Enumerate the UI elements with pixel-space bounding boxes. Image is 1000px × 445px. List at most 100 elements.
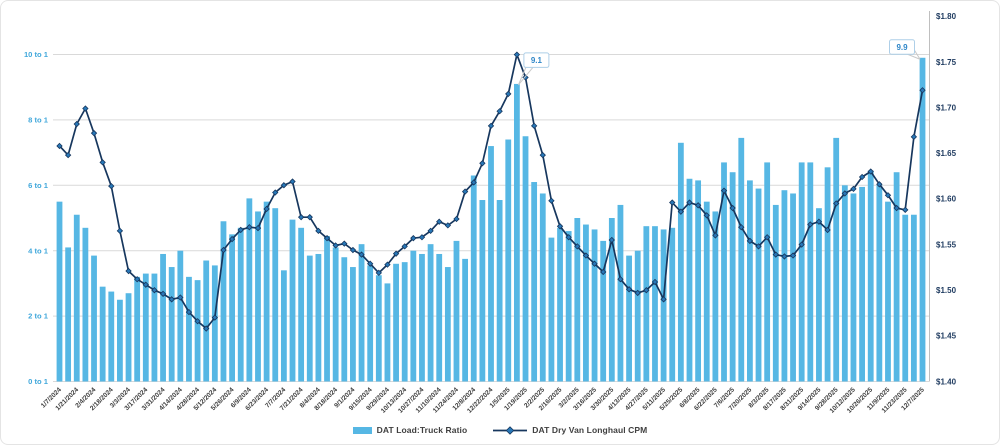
cpm-marker: [418, 234, 426, 241]
cpm-marker: [643, 287, 650, 294]
ratio-bar: [876, 185, 883, 382]
cpm-marker: [867, 168, 874, 175]
left-axis-labels: 0 to 1 2 to 1 4 to 1 6 to 1 8 to 1 10 to 1: [24, 50, 49, 386]
ratio-bar: [358, 244, 365, 382]
cpm-marker: [73, 120, 80, 128]
ratio-bar: [117, 299, 123, 382]
ratio-bar: [160, 253, 166, 382]
cpm-marker: [841, 190, 848, 197]
legend-item-load-truck-ratio: DAT Load:Truck Ratio: [352, 425, 468, 435]
cpm-marker: [600, 268, 607, 276]
callout-label: 9.9: [896, 43, 908, 52]
cpm-marker: [306, 213, 313, 221]
ratio-bar: [513, 83, 520, 382]
ratio-bar: [315, 253, 322, 382]
ratio-bar: [393, 263, 399, 382]
cpm-marker: [272, 189, 279, 196]
ratio-bar: [686, 178, 693, 382]
cpm-marker: [82, 105, 89, 112]
cpm-marker: [401, 243, 408, 250]
cpm-marker: [539, 151, 546, 159]
cpm-marker: [220, 246, 227, 254]
callout-box: [889, 39, 915, 55]
ratio-bar: [712, 211, 719, 382]
cpm-marker: [470, 179, 477, 186]
cpm-marker: [789, 252, 797, 259]
cpm-marker: [116, 227, 124, 235]
ratio-bar: [436, 253, 443, 382]
legend-line-marker-icon: [493, 425, 528, 435]
ratio-bars: [56, 57, 926, 382]
cpm-marker: [582, 252, 590, 259]
ratio-bar: [108, 291, 115, 382]
ratio-bar: [255, 211, 261, 382]
cpm-marker: [108, 182, 115, 190]
cpm-marker: [651, 278, 659, 286]
ratio-bar: [350, 267, 356, 382]
right-axis-tick: $1.70: [936, 103, 957, 112]
ratio-bar: [488, 146, 494, 382]
cpm-marker: [660, 296, 667, 303]
ratio-bar: [531, 182, 538, 382]
cpm-marker: [919, 87, 926, 94]
ratio-bar: [134, 276, 141, 382]
ratio-bar: [151, 273, 158, 382]
cpm-marker: [185, 308, 193, 316]
ratio-bar: [375, 275, 382, 382]
cpm-marker: [151, 287, 158, 294]
ratio-bar: [419, 253, 425, 382]
ratio-bar: [902, 214, 909, 382]
cpm-marker: [358, 251, 365, 258]
ratio-bar: [721, 162, 727, 382]
ratio-bar: [306, 255, 313, 382]
ratio-bar: [643, 226, 650, 382]
right-axis-labels: $1.40 $1.45 $1.50 $1.55 $1.60 $1.65 $1.70 $1.75…: [936, 12, 957, 386]
ratio-bar: [91, 255, 97, 382]
cpm-marker: [763, 234, 771, 241]
ratio-bar: [280, 270, 287, 382]
ratio-bar: [367, 265, 374, 382]
left-axis-tick: 2 to 1: [28, 312, 49, 321]
cpm-marker: [781, 253, 788, 260]
cpm-marker: [453, 215, 460, 223]
cpm-marker: [341, 240, 348, 247]
cpm-marker: [565, 234, 572, 241]
ratio-bar: [738, 137, 745, 382]
cpm-marker: [323, 234, 331, 242]
left-axis-tick: 0 to 1: [28, 377, 49, 386]
cpm-marker: [686, 199, 693, 206]
right-axis-tick: $1.65: [936, 149, 957, 158]
cpm-marker: [280, 182, 288, 189]
cpm-marker: [392, 250, 400, 257]
ratio-bar: [608, 218, 615, 382]
cpm-marker: [134, 276, 141, 283]
cpm-marker: [237, 226, 244, 234]
right-axis-tick: $1.75: [936, 58, 957, 67]
cpm-marker: [677, 208, 685, 215]
right-axis-tick: $1.50: [936, 286, 957, 295]
cpm-marker: [876, 181, 883, 188]
cpm-marker: [530, 122, 538, 130]
ratio-bar: [859, 186, 865, 382]
cpm-marker: [720, 187, 728, 194]
cpm-marker: [479, 160, 486, 167]
cpm-marker: [194, 318, 201, 325]
ratio-bar: [384, 283, 391, 382]
cpm-marker: [772, 251, 779, 258]
cpm-marker: [617, 276, 624, 283]
cpm-marker: [522, 74, 529, 81]
ratio-bar: [203, 260, 210, 382]
callout-9-9: 9.9: [889, 39, 921, 60]
cpm-marker: [513, 51, 521, 58]
right-axis-tick: $1.40: [936, 377, 957, 386]
cpm-marker: [712, 232, 719, 239]
cpm-marker: [625, 286, 633, 293]
ratio-bar: [772, 204, 779, 382]
cpm-marker: [177, 294, 184, 301]
callout-label: 9.1: [531, 56, 543, 65]
ratio-bar: [341, 257, 348, 382]
ratio-bar: [910, 214, 917, 382]
cpm-marker: [738, 224, 745, 231]
ratio-bar: [617, 204, 624, 382]
cpm-marker: [367, 260, 374, 267]
